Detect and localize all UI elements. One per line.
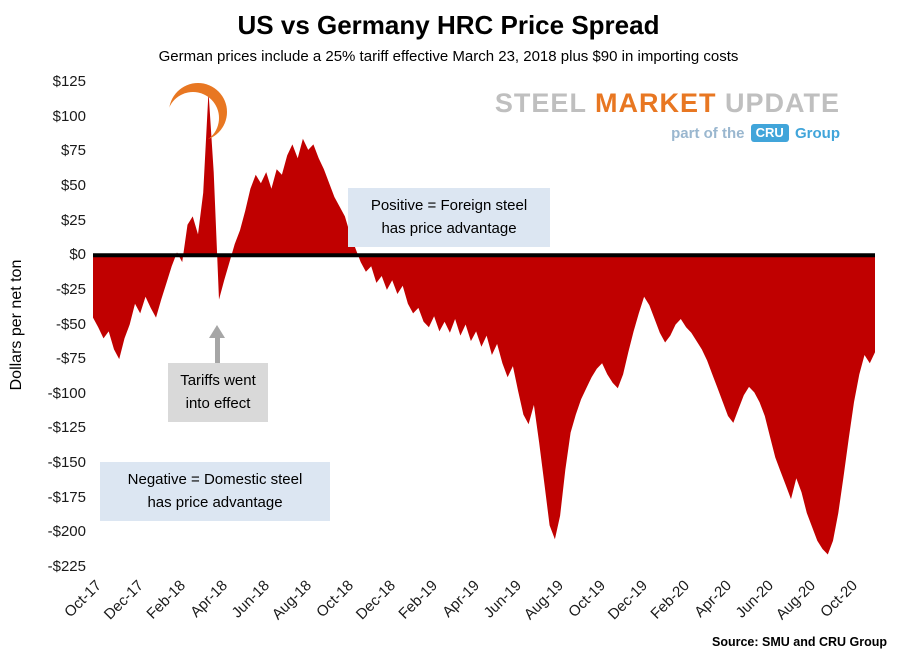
y-axis-label: Dollars per net ton [8,259,25,391]
cru-badge: CRU [750,124,789,142]
x-tick-label: Oct-17 [61,577,106,621]
x-tick-label: Feb-20 [647,577,693,623]
y-tick-label: -$225 [47,558,86,575]
x-tick-label: Aug-19 [520,577,567,624]
y-tick-label: $25 [60,211,86,229]
y-tick-label: -$75 [55,350,86,368]
x-tick-label: Oct-18 [313,577,357,621]
tariff-arrow-stem [215,337,220,364]
x-tick-label: Aug-20 [772,577,819,624]
source-note: Source: SMU and CRU Group [711,635,887,649]
x-tick-label: Dec-17 [100,577,148,624]
y-tick-label: $75 [60,142,86,160]
y-tick-label: -$100 [47,384,86,402]
positive-spread-annotation: Positive = Foreign steel has price advan… [348,188,550,247]
y-tick-label: -$25 [55,280,86,298]
y-tick-label: -$200 [47,523,86,541]
y-tick-label: $125 [52,73,86,90]
chart-subtitle: German prices include a 25% tariff effec… [158,48,739,65]
logo-wordmark: STEEL MARKET UPDATE [495,88,840,119]
x-tick-label: Jun-20 [732,577,777,622]
logo-word-market: MARKET [594,88,717,118]
y-tick-label: $100 [52,107,86,125]
x-tick-label: Dec-18 [352,577,399,624]
y-tick-label: $50 [60,176,86,194]
tariff-arrow-icon [209,325,225,338]
y-tick-label: $0 [69,246,86,264]
x-tick-label: Aug-18 [268,577,315,624]
x-tick-label: Jun-18 [228,577,273,622]
x-tick-label: Apr-19 [439,577,483,621]
x-tick-label: Oct-20 [816,577,861,621]
x-tick-label: Apr-18 [187,577,231,621]
x-tick-label: Apr-20 [690,577,735,621]
steel-market-update-logo: STEEL MARKET UPDATE part of the CRU Grou… [168,83,840,142]
price-spread-area-chart [93,91,875,555]
logo-group-text: Group [795,125,840,142]
logo-tagline: part of the CRU Group [495,124,840,142]
crescent-icon [168,83,227,141]
price-spread-series [93,91,875,555]
y-tick-label: -$125 [47,419,86,437]
chart-title: US vs Germany HRC Price Spread [237,10,660,40]
x-tick-label: Dec-19 [604,577,651,624]
y-tick-label: -$150 [47,454,86,472]
logo-word-steel: STEEL [494,88,587,118]
x-tick-label: Jun-19 [480,577,525,622]
tariffs-annotation: Tariffs went into effect [168,363,268,422]
logo-word-update: UPDATE [724,88,840,118]
negative-spread-annotation: Negative = Domestic steel has price adva… [100,462,330,521]
x-tick-label: Oct-19 [564,577,609,621]
y-tick-label: -$175 [47,488,86,506]
x-tick-label: Feb-19 [395,577,441,623]
logo-part-of-text: part of the [671,125,745,142]
y-tick-label: -$50 [55,315,86,333]
x-tick-label: Feb-18 [143,577,189,623]
